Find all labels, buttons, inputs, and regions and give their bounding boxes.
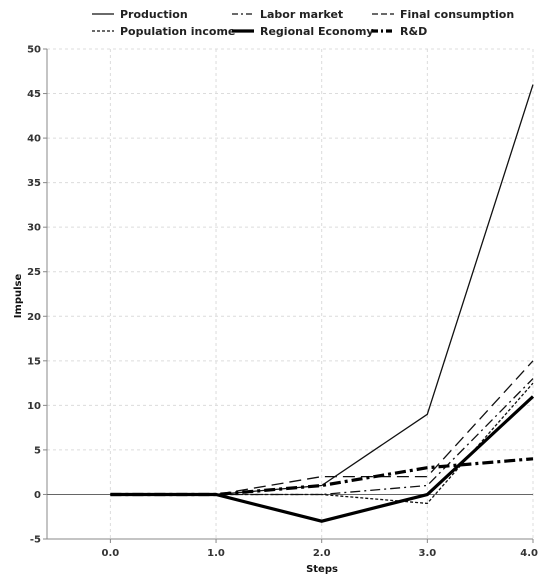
y-tick-label: 25 xyxy=(27,267,41,278)
y-axis-title: Impulse xyxy=(13,273,24,318)
legend: Production Labor market Final consumption P… xyxy=(92,8,514,38)
axes xyxy=(43,48,534,543)
legend-label-final-consumption: Final consumption xyxy=(400,8,514,21)
y-tick-label: 5 xyxy=(34,445,41,456)
x-tick-label: 4.0 xyxy=(520,548,538,559)
x-axis-title: Steps xyxy=(306,564,338,575)
tick-labels: -5 0 5 10 15 20 25 30 35 40 45 50 0.0 1.0 2.0 3.0 4.0 xyxy=(27,45,538,560)
legend-label-r-d: R&D xyxy=(400,25,427,38)
legend-label-regional-economy: Regional Economy xyxy=(260,25,374,38)
y-tick-label: 20 xyxy=(27,312,41,323)
series-line-r-d xyxy=(110,457,534,497)
x-tick-label: 1.0 xyxy=(207,548,225,559)
y-tick-label: 10 xyxy=(27,401,41,412)
series-line-labor-market xyxy=(110,378,534,496)
x-tick-label: 0.0 xyxy=(102,548,120,559)
y-tick-label: 50 xyxy=(27,45,41,56)
y-tick-label: 15 xyxy=(27,356,41,367)
legend-label-labor-market: Labor market xyxy=(260,8,343,21)
series-line-final-consumption xyxy=(110,360,534,496)
legend-label-production: Production xyxy=(120,8,188,21)
y-tick-label: 35 xyxy=(27,178,41,189)
x-tick-label: 2.0 xyxy=(313,548,331,559)
y-tick-label: -5 xyxy=(30,535,41,546)
y-tick-label: 40 xyxy=(27,134,41,145)
y-tick-label: 30 xyxy=(27,223,41,234)
x-tick-label: 3.0 xyxy=(418,548,436,559)
series-lines xyxy=(110,84,535,523)
y-tick-label: 0 xyxy=(34,490,41,501)
legend-label-population-income: Population income xyxy=(120,25,235,38)
y-tick-label: 45 xyxy=(27,89,41,100)
